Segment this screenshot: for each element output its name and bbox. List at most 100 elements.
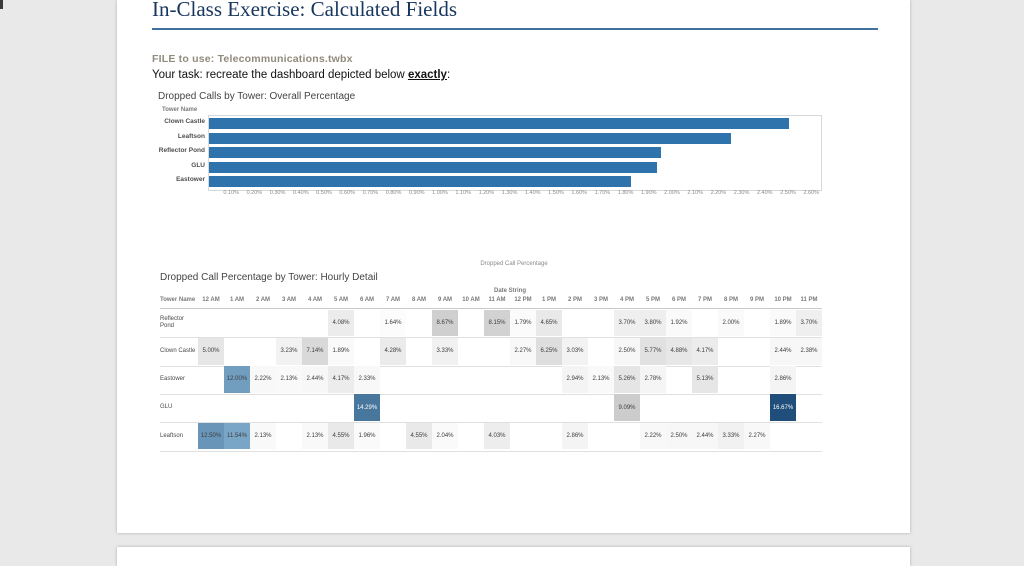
heatmap-col-header: 12 PM <box>514 297 532 303</box>
heatmap-row-label: Eastower <box>160 375 186 382</box>
heatmap-col-header: 6 PM <box>671 297 686 303</box>
x-tick-label: 1.40% <box>524 190 541 196</box>
heatmap-cell: 4.55% <box>406 422 432 450</box>
x-tick-label: 2.50% <box>780 190 796 196</box>
heatmap-cell: 11.54% <box>224 422 250 450</box>
heatmap-cell: 3.70% <box>614 309 640 337</box>
x-tick-label: 1.90% <box>640 190 657 196</box>
heatmap-row-label: Clown Castle <box>160 347 196 354</box>
document-page: In-Class Exercise: Calculated Fields FIL… <box>117 0 910 533</box>
heatmap-cell: 1.64% <box>380 309 406 337</box>
heatmap-cell: 2.00% <box>718 309 744 337</box>
heatmap-col-header: 7 AM <box>385 297 401 303</box>
heatmap-cell: 2.22% <box>640 422 666 450</box>
heatmap-cell: 14.29% <box>354 394 380 422</box>
bar <box>209 132 731 144</box>
heatmap-cell: 6.25% <box>536 337 562 365</box>
x-tick-label: 2.40% <box>756 190 773 196</box>
x-tick-label: 2.30% <box>733 190 750 196</box>
heatmap-cell: 2.33% <box>354 366 380 393</box>
x-tick-label: 0.70% <box>362 190 379 196</box>
file-note: FILE to use: Telecommunications.twbx <box>152 53 353 65</box>
bar-chart-title: Dropped Calls by Tower: Overall Percenta… <box>158 91 356 102</box>
heatmap-col-header: 11 AM <box>488 297 506 303</box>
heatmap-col-header: 2 PM <box>567 297 582 303</box>
bar-label: Clown Castle <box>164 118 205 125</box>
x-tick-label: 1.50% <box>548 190 564 196</box>
heatmap-cell: 2.94% <box>562 366 588 393</box>
heatmap-cell: 4.28% <box>380 337 406 365</box>
x-tick-label: 1.30% <box>501 190 518 196</box>
bar-label: Eastower <box>176 176 205 183</box>
heatmap-row-separator <box>160 393 822 395</box>
heatmap-cell: 3.80% <box>640 309 666 337</box>
heatmap-col-header: 4 PM <box>619 297 634 303</box>
heatmap-row-label: Reflector Pond <box>160 315 185 330</box>
heatmap-cell: 4.03% <box>484 422 510 450</box>
x-tick-label: 0.20% <box>246 190 263 196</box>
heatmap-cell: 1.96% <box>354 422 380 450</box>
bar-label: Leaftson <box>177 132 205 140</box>
heatmap-col-header: 3 AM <box>281 297 297 303</box>
x-tick-label: 0.40% <box>292 190 309 196</box>
heatmap-col-header: 11 PM <box>800 297 818 303</box>
x-tick-label: 0.80% <box>385 190 402 196</box>
heatmap-cell: 4.08% <box>328 309 354 337</box>
bar-chart-plot-area <box>208 115 822 191</box>
heatmap-col-header: 12 AM <box>202 297 220 303</box>
screen-artifact <box>0 0 3 9</box>
heatmap-header-rule <box>160 308 822 309</box>
heatmap-cell: 1.92% <box>666 309 692 337</box>
x-tick-label: 1.00% <box>432 190 448 196</box>
heatmap-cell: 3.03% <box>562 337 588 365</box>
heatmap-cell: 4.65% <box>536 309 562 337</box>
heatmap-row-header: Tower Name <box>160 297 196 303</box>
heatmap-row-label: GLU <box>160 404 173 411</box>
heatmap-cell: 4.17% <box>692 337 718 365</box>
x-tick-label: 2.00% <box>664 190 680 196</box>
heatmap-cell: 2.78% <box>640 366 666 393</box>
heatmap-cell: 2.86% <box>770 366 796 393</box>
heatmap-cell: 2.13% <box>588 366 614 393</box>
heatmap-cell: 3.70% <box>796 309 822 337</box>
heatmap-cell: 2.86% <box>562 422 588 450</box>
x-tick-label: 2.10% <box>687 190 703 196</box>
x-tick-label: 1.70% <box>594 190 611 196</box>
heatmap-cell: 5.00% <box>198 337 224 365</box>
heatmap-cell: 8.67% <box>432 309 458 337</box>
heatmap-row-separator <box>160 450 822 452</box>
heatmap-cell: 2.50% <box>614 337 640 365</box>
heatmap-title: Dropped Call Percentage by Tower: Hourly… <box>160 272 378 283</box>
heatmap-cell: 5.77% <box>640 337 666 365</box>
x-tick-label: 0.50% <box>316 190 332 196</box>
x-tick-label: 0.60% <box>339 190 355 196</box>
x-tick-label: 1.20% <box>478 190 495 196</box>
x-tick-label: 0.10% <box>223 190 239 196</box>
x-tick-label: 1.10% <box>455 190 471 196</box>
heatmap-row-separator <box>160 365 822 367</box>
heatmap-cell: 2.27% <box>744 422 770 450</box>
page-title: In-Class Exercise: Calculated Fields <box>152 0 878 30</box>
heatmap-cell: 4.17% <box>328 366 354 393</box>
heatmap-col-header: 8 PM <box>723 297 738 303</box>
heatmap-cell: 2.44% <box>302 366 328 393</box>
heatmap-cell: 2.04% <box>432 422 458 450</box>
heatmap-cell: 4.55% <box>328 422 354 450</box>
bar <box>209 147 662 158</box>
heatmap-cell: 2.13% <box>302 422 328 450</box>
heatmap-col-group-label: Date String <box>493 288 526 294</box>
heatmap-cell: 2.13% <box>250 422 276 450</box>
bar-chart-row-header: Tower Name <box>162 107 198 113</box>
heatmap-cell: 2.44% <box>770 337 796 365</box>
heatmap-cell: 5.13% <box>692 366 718 393</box>
heatmap-cell: 2.38% <box>796 337 822 365</box>
task-text: Your task: recreate the dashboard depict… <box>152 69 450 81</box>
heatmap-cell: 2.13% <box>276 366 302 393</box>
heatmap-cell: 1.89% <box>328 337 354 365</box>
heatmap-col-header: 3 PM <box>593 297 608 303</box>
heatmap-cell: 2.27% <box>510 337 536 365</box>
heatmap-cell: 12.50% <box>198 422 224 450</box>
heatmap-col-header: 1 PM <box>541 297 556 303</box>
heatmap-cell: 4.88% <box>666 337 692 365</box>
